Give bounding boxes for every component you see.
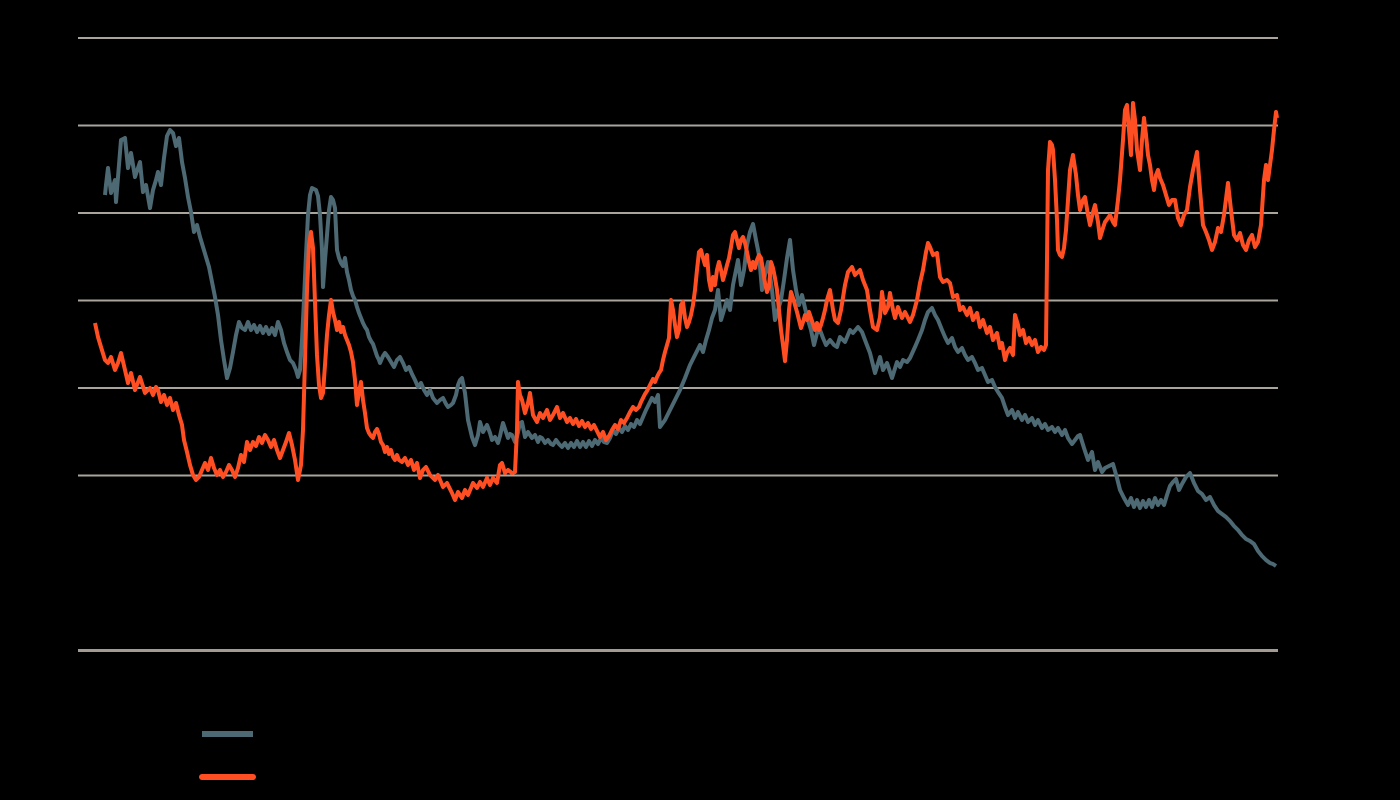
series-orange-line xyxy=(93,101,1279,502)
